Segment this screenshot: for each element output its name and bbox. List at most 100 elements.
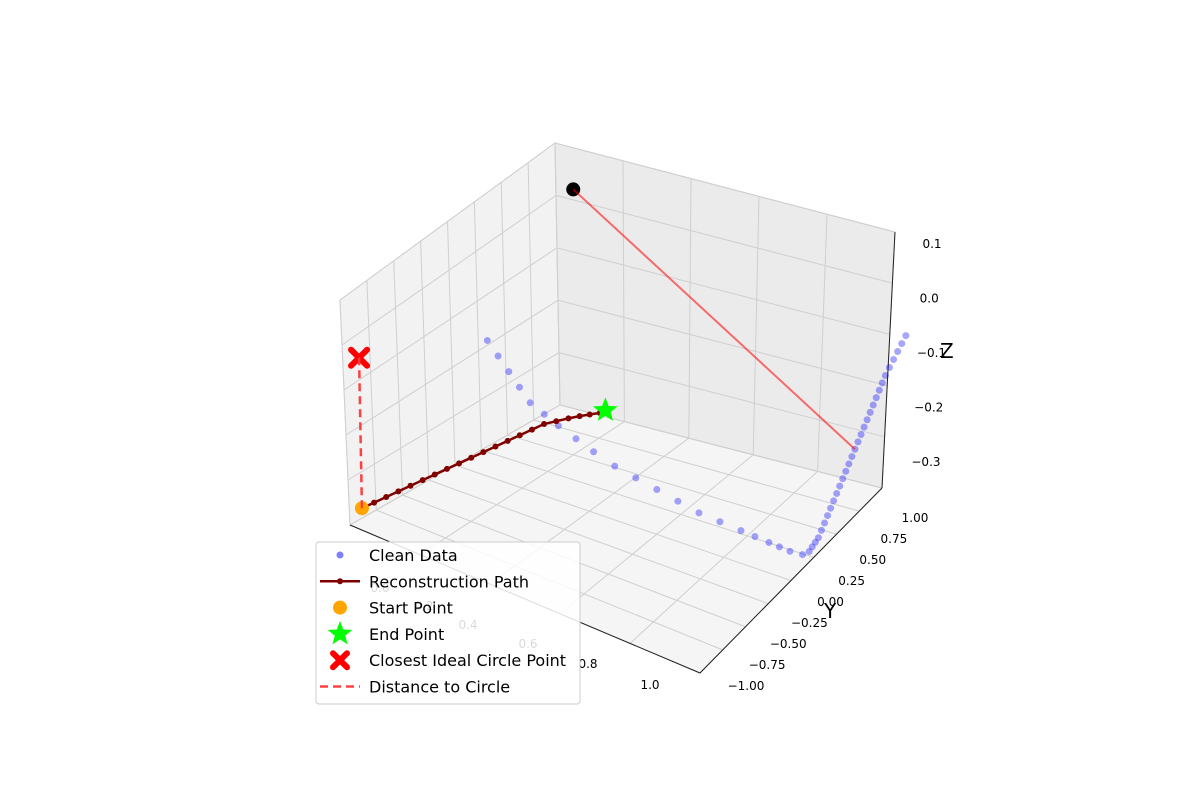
grid-line <box>507 434 837 535</box>
clean-data-point <box>824 512 832 520</box>
legend-label: Closest Ideal Circle Point <box>369 651 566 670</box>
reconstruction-path-point <box>468 454 475 461</box>
grid-line <box>393 260 403 496</box>
x-tick-label: 1.0 <box>640 678 659 692</box>
clean-data-point <box>811 538 819 546</box>
reconstruction-path-point <box>492 443 499 450</box>
clean-data-point <box>863 416 871 424</box>
clean-data-point <box>483 336 491 344</box>
clean-data-point <box>515 383 523 391</box>
data-marks <box>348 182 910 559</box>
y-tick-label: 0.75 <box>881 532 908 546</box>
clean-data-point <box>827 504 835 512</box>
clean-data-point <box>590 448 598 456</box>
y-tick-label: −0.75 <box>749 658 786 672</box>
legend-circle-icon <box>333 600 347 615</box>
grid-line <box>428 479 769 605</box>
grid-line <box>366 280 377 511</box>
axes-panes <box>339 142 896 674</box>
y-tick-label: −1.00 <box>728 679 765 693</box>
grid-line <box>339 142 556 301</box>
clean-data-point <box>817 526 825 534</box>
legend: Clean Data Reconstruction Path Start Point… <box>315 541 581 705</box>
clean-data-point <box>775 543 783 551</box>
reconstruction-path-point <box>419 477 426 484</box>
reconstruction-path-point <box>395 488 402 495</box>
reconstruction-path-point <box>480 449 487 456</box>
clean-data-point <box>674 497 682 505</box>
legend-label: Clean Data <box>369 546 458 565</box>
clean-data-point <box>836 482 844 490</box>
grid-line <box>447 221 456 466</box>
clean-data-point <box>842 467 850 475</box>
y-tick-label: −0.50 <box>770 637 807 651</box>
grid-line <box>500 182 508 436</box>
y-tick-labels: −1.00 −0.75 −0.50 −0.25 0.00 0.25 0.50 0.75 1.00 <box>728 511 929 693</box>
reconstruction-path-point <box>407 482 414 489</box>
legend-entry: Closest Ideal Circle Point <box>330 650 566 671</box>
grid-line <box>555 194 893 284</box>
grid-line <box>473 201 482 451</box>
legend-label: Distance to Circle <box>369 678 510 697</box>
reconstruction-path-point <box>541 421 548 428</box>
grid-line <box>533 419 860 512</box>
clean-data-point <box>572 435 580 443</box>
clean-data-point <box>833 489 841 497</box>
reconstruction-path-point <box>516 432 523 439</box>
end-point-marker <box>593 397 618 421</box>
legend-entry: Distance to Circle <box>320 678 510 697</box>
clean-data-point <box>881 371 889 379</box>
y-tick-label: 0.50 <box>859 553 886 567</box>
reconstruction-path-point <box>553 418 560 425</box>
clean-data-point <box>857 430 865 438</box>
clean-data-point <box>505 368 513 376</box>
reconstruction-path-point <box>443 465 450 472</box>
reconstruction-path-point <box>456 460 463 467</box>
z-tick-labels: −0.3 −0.2 −0.1 0.0 0.1 <box>911 237 946 469</box>
legend-label: Start Point <box>369 599 453 618</box>
clean-data-point <box>611 462 619 470</box>
clean-data-point <box>875 386 883 394</box>
clean-data-point <box>885 363 893 371</box>
reconstruction-path-line <box>361 409 606 510</box>
reconstruction-path-point <box>586 411 593 418</box>
clean-data-point <box>808 543 816 551</box>
grid-line <box>347 352 560 481</box>
clean-data-point <box>902 332 910 340</box>
clean-data-point <box>653 486 661 494</box>
grid-line <box>481 449 814 558</box>
legend-label: End Point <box>369 625 444 644</box>
clean-data-point <box>494 352 502 360</box>
clean-data-point <box>845 460 853 468</box>
z-tick-label: −0.1 <box>917 346 946 360</box>
reconstruction-path-point <box>576 413 583 420</box>
grid-line <box>420 241 430 481</box>
clean-data-point <box>898 340 906 348</box>
clean-data-point <box>765 538 773 546</box>
clean-data-point <box>894 348 902 356</box>
z-tick-label: 0.1 <box>922 237 941 251</box>
grid-line <box>339 299 351 526</box>
reconstruction-path-point <box>528 426 535 433</box>
y-axis-label: Y <box>823 599 837 623</box>
clean-data-point <box>805 547 813 555</box>
legend-entry: End Point <box>327 620 444 645</box>
clean-data-point <box>695 509 703 517</box>
legend-star-icon <box>327 620 353 645</box>
grid-line <box>345 299 559 436</box>
clean-data-point <box>830 497 838 505</box>
reconstruction-path-point <box>504 437 511 444</box>
clean-data-point <box>737 527 745 535</box>
clean-data-point <box>890 356 898 364</box>
x-tick-label: 0.8 <box>578 657 597 671</box>
clean-data-point <box>869 401 877 409</box>
clean-data-point <box>860 423 868 431</box>
grid-line <box>752 196 760 455</box>
clean-data-point <box>632 474 640 482</box>
clean-data-point <box>872 394 880 402</box>
grid-line <box>817 214 828 472</box>
clean-data-point <box>540 410 548 418</box>
grid-line <box>527 162 535 421</box>
legend-entry: Reconstruction Path <box>320 572 529 591</box>
